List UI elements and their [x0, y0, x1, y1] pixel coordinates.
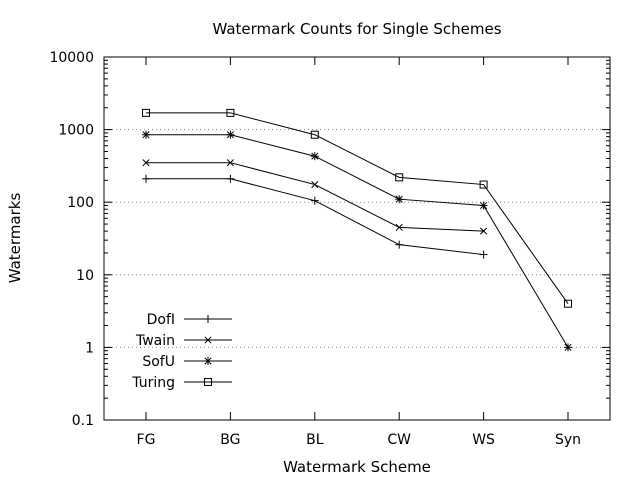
- data-point-turing: [395, 173, 404, 182]
- data-point-turing: [564, 299, 572, 308]
- legend-label-dofi: DofI: [147, 312, 175, 328]
- legend-marker-sofu: [204, 357, 212, 365]
- data-point-dofi: [479, 250, 488, 259]
- y-tick-label: 0.1: [72, 413, 94, 429]
- plot-frame: [103, 56, 611, 421]
- x-axis-label: Watermark Scheme: [283, 458, 431, 476]
- data-point-sofu: [479, 201, 488, 210]
- data-point-sofu: [564, 343, 572, 352]
- data-point-turing: [226, 108, 235, 117]
- series-line-sofu: [146, 134, 569, 348]
- data-point-twain: [311, 181, 319, 189]
- x-tick-label: BL: [306, 432, 324, 448]
- data-point-sofu: [310, 152, 319, 161]
- y-tick-label: 1000: [58, 123, 94, 139]
- data-point-dofi: [142, 174, 150, 183]
- legend-marker-turing: [204, 378, 212, 386]
- legend-label-twain: Twain: [135, 333, 175, 349]
- data-point-dofi: [226, 174, 235, 183]
- data-point-turing: [142, 108, 150, 117]
- data-point-turing: [310, 130, 319, 139]
- y-tick-label: 1: [85, 340, 94, 356]
- x-tick-label: WS: [472, 432, 495, 448]
- series-layer: [142, 108, 572, 352]
- grid-lines: [104, 129, 610, 348]
- data-point-turing: [479, 180, 488, 189]
- data-point-twain: [480, 227, 488, 235]
- data-point-sofu: [395, 195, 404, 204]
- y-tick-label: 10: [76, 268, 94, 284]
- series-line-turing: [146, 112, 569, 304]
- data-point-twain: [226, 159, 234, 167]
- legend-label-sofu: SofU: [142, 354, 175, 370]
- data-point-dofi: [310, 196, 319, 205]
- legend: DofI Twain SofU Turing: [131, 312, 232, 391]
- data-point-twain: [395, 223, 403, 231]
- x-tick-label: BG: [220, 432, 240, 448]
- data-point-dofi: [395, 240, 404, 249]
- data-point-twain: [142, 159, 150, 167]
- data-point-sofu: [142, 130, 150, 139]
- x-tick-label: FG: [137, 432, 156, 448]
- y-axis-label: Watermarks: [6, 193, 24, 284]
- y-tick-label: 100: [67, 195, 94, 211]
- series-line-dofi: [146, 178, 484, 256]
- x-tick-label: CW: [387, 432, 411, 448]
- x-tick-label: Syn: [555, 432, 581, 448]
- data-point-sofu: [226, 130, 235, 139]
- legend-label-turing: Turing: [131, 375, 175, 391]
- axis-ticks: 0.1 1 10 100 1000 10000 FG BG BL CW WS Syn: [49, 50, 610, 448]
- legend-marker-dofi: [204, 315, 212, 323]
- chart-title: Watermark Counts for Single Schemes: [212, 20, 501, 38]
- y-tick-label: 10000: [49, 50, 94, 66]
- legend-marker-twain: [204, 336, 212, 344]
